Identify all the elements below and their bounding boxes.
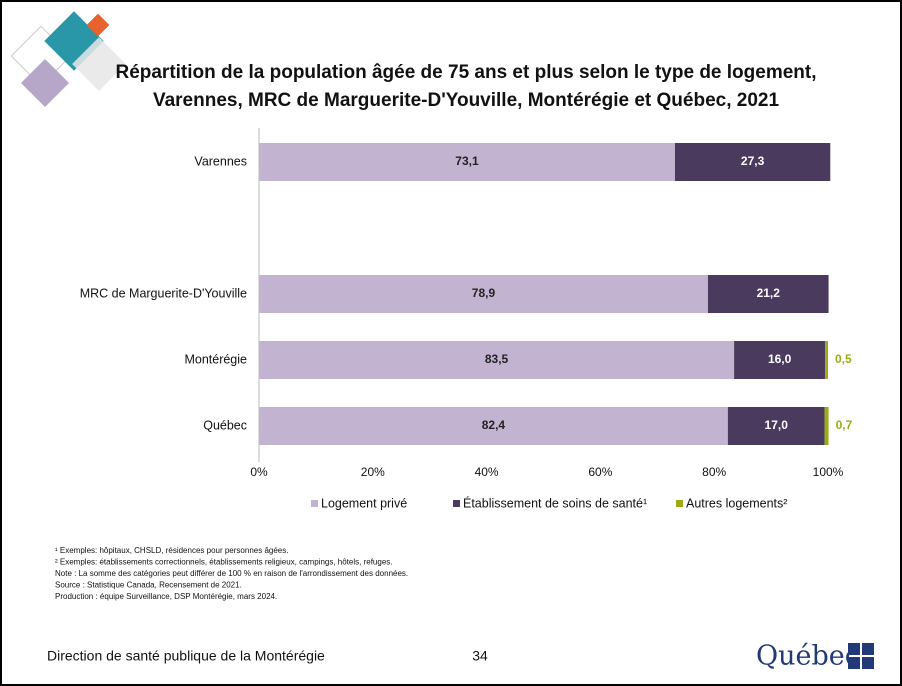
footnote: ² Exemples: établissements correctionnel…	[55, 558, 393, 567]
bar-segment	[259, 143, 675, 181]
legend-label: Établissement de soins de santé¹	[463, 495, 647, 510]
data-label: 27,3	[741, 154, 765, 168]
flag-square	[848, 657, 860, 669]
bar-segment	[727, 407, 825, 445]
category-label: Montérégie	[184, 352, 247, 366]
footer-organization: Direction de santé publique de la Montér…	[47, 648, 325, 664]
data-label: 21,2	[757, 286, 781, 300]
chart-title: Varennes, MRC de Marguerite-D'Youville, …	[153, 90, 780, 111]
logo: Québec	[756, 641, 860, 672]
legend-label: Autres logements²	[686, 496, 787, 510]
x-tick-label: 100%	[813, 465, 844, 479]
legend-swatch	[453, 500, 460, 507]
x-tick-label: 60%	[588, 465, 612, 479]
data-label: 17,0	[765, 418, 789, 432]
x-tick-label: 40%	[475, 465, 499, 479]
data-label: 78,9	[472, 286, 496, 300]
chart-title: Répartition de la population âgée de 75 …	[115, 62, 816, 83]
bar-segment	[674, 143, 831, 181]
decoration	[10, 11, 126, 108]
data-label: 0,5	[835, 352, 852, 366]
data-label: 16,0	[768, 352, 792, 366]
x-tick-label: 80%	[702, 465, 726, 479]
bar-segment	[259, 341, 735, 379]
category-label: MRC de Marguerite-D'Youville	[80, 286, 247, 300]
diamond	[72, 37, 126, 91]
bar-segment	[259, 407, 728, 445]
diamond	[86, 13, 110, 37]
logo-flag	[848, 643, 874, 669]
data-label: 83,5	[485, 352, 509, 366]
footnote: ¹ Exemples: hôpitaux, CHSLD, résidences …	[55, 546, 288, 555]
data-label: 73,1	[455, 154, 479, 168]
data-label: 82,4	[482, 418, 506, 432]
bar-segment	[259, 275, 708, 313]
flag-square	[862, 643, 874, 655]
page-number: 34	[472, 648, 488, 664]
legend-swatch	[311, 500, 318, 507]
category-label: Québec	[203, 418, 247, 432]
bar-segment	[707, 275, 829, 313]
bar-segment	[824, 407, 829, 445]
footnote: Source : Statistique Canada, Recensement…	[55, 581, 242, 590]
data-label: 0,7	[836, 418, 853, 432]
legend-swatch	[676, 500, 683, 507]
diamond	[20, 58, 70, 108]
category-label: Varennes	[194, 154, 247, 168]
bar-segment	[825, 341, 828, 379]
legend-label: Logement privé	[321, 496, 407, 510]
flag-square	[862, 657, 874, 669]
x-tick-label: 20%	[361, 465, 385, 479]
flag-square	[848, 643, 860, 655]
footnote: Note : La somme des catégories peut diff…	[55, 569, 408, 578]
bar-segment	[734, 341, 826, 379]
x-tick-label: 0%	[250, 465, 268, 479]
footnote: Production : équipe Surveillance, DSP Mo…	[55, 592, 277, 601]
